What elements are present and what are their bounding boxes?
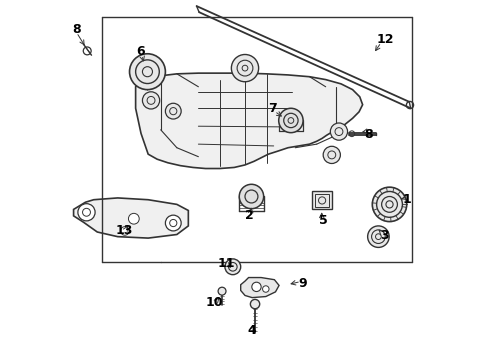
Text: 5: 5 (319, 214, 327, 227)
Circle shape (239, 184, 264, 209)
Circle shape (225, 259, 241, 275)
Circle shape (218, 287, 226, 295)
Polygon shape (136, 73, 363, 168)
Bar (313, 192, 332, 210)
Text: 13: 13 (115, 224, 132, 238)
Polygon shape (241, 278, 279, 298)
Circle shape (323, 146, 341, 163)
Text: 1: 1 (403, 193, 412, 206)
Circle shape (166, 215, 181, 231)
Circle shape (263, 286, 269, 292)
Circle shape (143, 92, 160, 109)
Circle shape (128, 213, 139, 224)
Circle shape (129, 54, 166, 90)
Text: 10: 10 (206, 296, 223, 309)
Circle shape (231, 54, 259, 82)
Bar (315, 194, 329, 207)
Circle shape (78, 204, 95, 221)
Circle shape (121, 226, 129, 235)
Circle shape (250, 300, 260, 309)
Circle shape (279, 108, 303, 133)
Text: 7: 7 (269, 103, 277, 116)
Text: 3: 3 (380, 229, 389, 242)
Text: 12: 12 (377, 32, 394, 46)
Circle shape (368, 226, 389, 247)
Circle shape (166, 103, 181, 119)
Circle shape (372, 187, 407, 222)
Circle shape (252, 282, 261, 292)
Text: 11: 11 (218, 257, 235, 270)
Text: 8: 8 (72, 23, 81, 36)
Text: 9: 9 (299, 277, 307, 290)
Text: 8: 8 (365, 127, 373, 141)
Polygon shape (74, 198, 188, 238)
Text: 4: 4 (247, 324, 256, 337)
Text: 6: 6 (137, 45, 146, 58)
Circle shape (330, 123, 347, 140)
Text: 2: 2 (245, 209, 254, 222)
